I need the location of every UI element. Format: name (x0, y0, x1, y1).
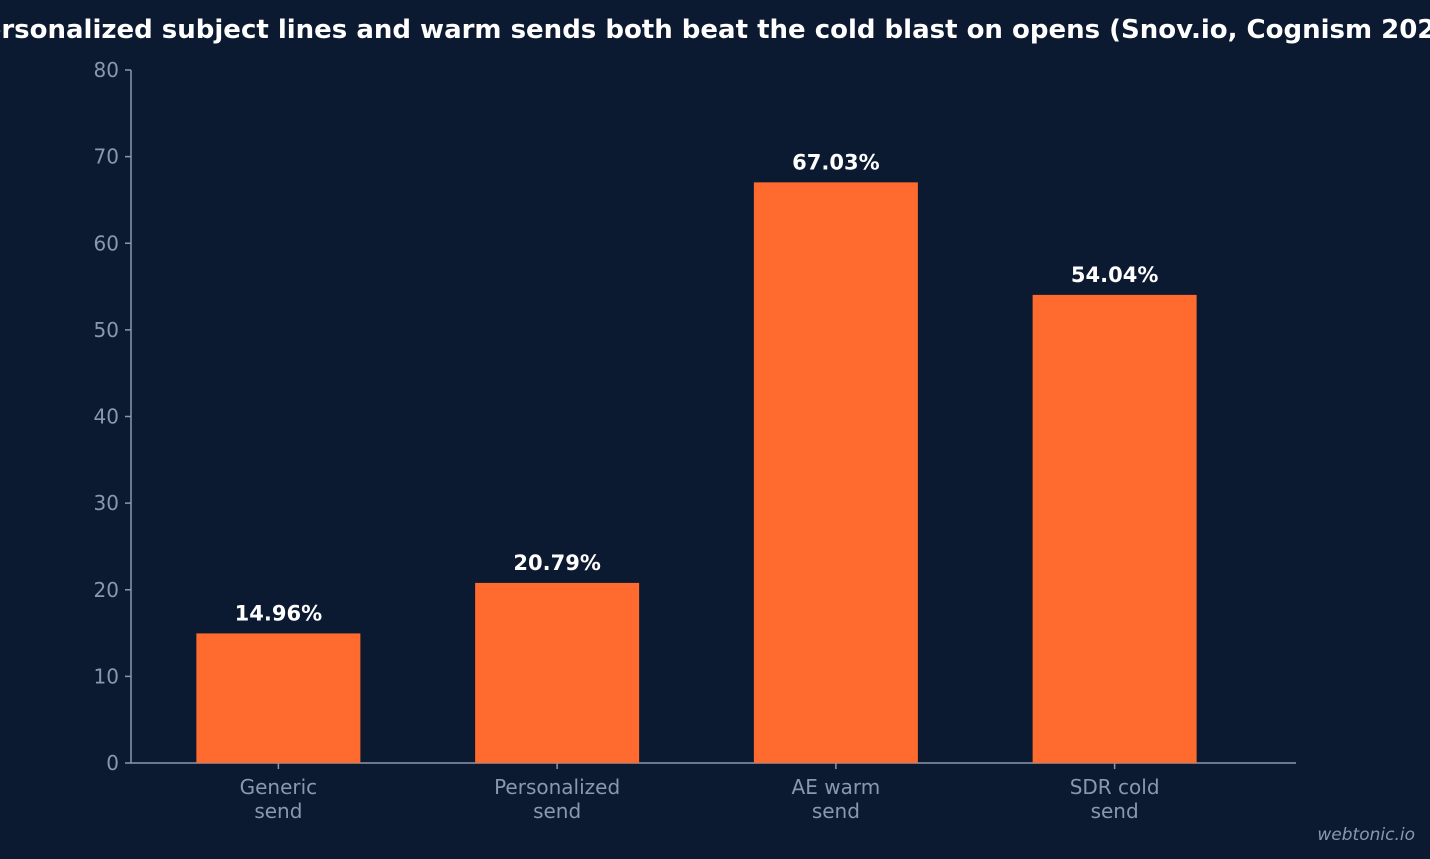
y-tick-label: 10 (94, 664, 119, 688)
y-tick-label: 60 (94, 231, 119, 255)
y-tick-label: 80 (94, 58, 119, 82)
x-axis: Generic send Personalized send AE warm send SD… (131, 762, 1296, 823)
x-tick-label: Personalized send (494, 775, 620, 823)
y-tick-label: 30 (94, 491, 119, 515)
bar (196, 633, 361, 763)
bar (475, 582, 640, 763)
bar-data-label: 20.79% (513, 551, 600, 575)
y-tick-label: 70 (94, 145, 119, 169)
x-tick-label: SDR cold send (1070, 775, 1160, 823)
y-axis: 0 10 20 30 40 50 60 70 80 (94, 58, 132, 775)
bar-data-label: 14.96% (235, 601, 322, 625)
x-tick-label: Generic send (240, 775, 318, 823)
bar (1032, 294, 1197, 763)
bar-data-label: 67.03% (792, 150, 879, 174)
y-tick-label: 0 (106, 751, 119, 775)
y-tick-label: 50 (94, 318, 119, 342)
y-tick-label: 40 (94, 405, 119, 429)
y-tick-label: 20 (94, 578, 119, 602)
bar (753, 182, 918, 763)
chart-title: Personalized subject lines and warm send… (0, 15, 1430, 45)
x-tick-label: AE warm send (792, 775, 881, 823)
bars-group: 14.96% 20.79% 67.03% 54.04% (196, 150, 1197, 763)
bar-data-label: 54.04% (1071, 263, 1158, 287)
watermark: webtonic.io (1317, 825, 1415, 845)
